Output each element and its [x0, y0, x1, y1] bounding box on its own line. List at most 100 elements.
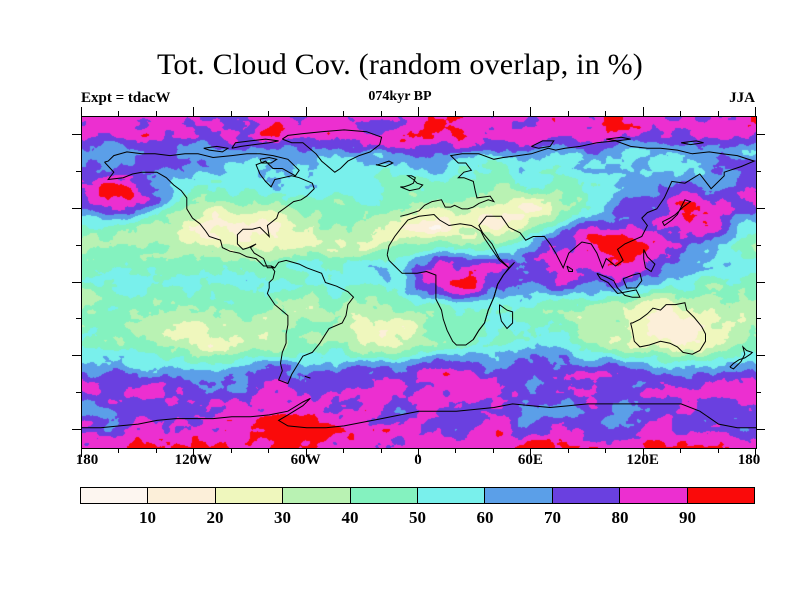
x-tick — [642, 107, 644, 116]
colorbar-tick-label: 20 — [206, 508, 224, 527]
x-tick — [567, 111, 569, 116]
colorbar-band-7 — [552, 488, 621, 503]
x-tick — [492, 448, 494, 453]
colorbar-band-4 — [350, 488, 419, 503]
y-tick — [756, 355, 765, 357]
x-tick — [492, 111, 494, 116]
y-tick — [76, 391, 81, 393]
x-axis-label: 120W — [174, 452, 213, 468]
x-tick — [193, 107, 195, 116]
x-tick — [530, 107, 532, 116]
x-tick — [268, 111, 270, 116]
colorbar-tick-label: 70 — [544, 508, 561, 527]
x-tick — [680, 448, 682, 453]
coastline-path — [729, 345, 754, 370]
coastline-path — [499, 304, 514, 330]
coastline-path — [661, 199, 692, 227]
x-tick — [268, 448, 270, 453]
y-tick — [756, 244, 761, 246]
x-tick — [530, 448, 532, 457]
x-axis-label: 120E — [626, 452, 659, 468]
x-tick — [455, 111, 457, 116]
x-tick — [118, 111, 120, 116]
x-tick — [155, 111, 157, 116]
y-tick — [756, 281, 765, 283]
coastline-path — [266, 259, 355, 385]
x-tick — [230, 448, 232, 453]
x-tick — [642, 448, 644, 457]
x-tick — [455, 448, 457, 453]
x-tick — [567, 448, 569, 453]
x-tick — [717, 111, 719, 116]
colorbar-band-3 — [283, 488, 351, 503]
x-tick — [605, 111, 607, 116]
colorbar-band-8 — [620, 488, 688, 503]
coastline-path — [259, 156, 278, 164]
y-tick — [756, 207, 765, 209]
colorbar-tick-label: 60 — [476, 508, 494, 527]
coastline-path — [596, 272, 641, 298]
x-tick — [343, 111, 345, 116]
coastline-path — [400, 175, 424, 192]
x-tick — [81, 107, 82, 116]
y-tick — [76, 318, 81, 320]
colorbar — [80, 487, 755, 504]
y-tick — [72, 134, 81, 136]
x-tick — [305, 448, 307, 457]
coastline-path — [566, 265, 573, 272]
coastline-path — [104, 151, 315, 269]
y-tick — [76, 244, 81, 246]
x-tick — [755, 107, 756, 116]
y-tick — [756, 171, 761, 173]
x-tick — [343, 448, 345, 453]
colorbar-tick-label: 10 — [139, 508, 156, 527]
cloud-cover-field — [82, 117, 756, 448]
coastline-path — [282, 129, 383, 173]
colorbar-band-9 — [687, 488, 755, 503]
coastline-path — [386, 213, 515, 346]
x-tick — [230, 111, 232, 116]
colorbar-band-1 — [148, 488, 216, 503]
coastline-path — [304, 375, 311, 379]
map-plot-area — [81, 116, 757, 449]
coastline-path — [203, 145, 230, 153]
coastline-path — [606, 136, 631, 142]
x-tick — [81, 448, 82, 457]
x-tick — [680, 111, 682, 116]
x-axis-label: 0 — [414, 452, 422, 468]
x-axis-label: 60W — [290, 452, 321, 468]
x-tick — [380, 111, 382, 116]
colorbar-band-0 — [81, 488, 149, 503]
experiment-label: Expt = tdacW — [81, 90, 171, 106]
x-tick — [717, 448, 719, 453]
x-tick — [418, 448, 419, 457]
colorbar-tick-label: 90 — [679, 508, 696, 527]
coastline-path — [622, 272, 643, 289]
coastline-path — [400, 140, 756, 340]
y-tick — [756, 134, 765, 136]
season-label: JJA — [729, 90, 755, 106]
period-label: 074kyr BP — [368, 89, 432, 104]
x-tick — [605, 448, 607, 453]
x-axis-label: 180 — [737, 452, 761, 468]
x-tick — [755, 448, 756, 457]
y-tick — [756, 391, 761, 393]
x-tick — [305, 107, 307, 116]
x-tick — [155, 448, 157, 453]
colorbar-tick-label: 50 — [409, 508, 426, 527]
colorbar-band-6 — [485, 488, 553, 503]
colorbar-tick-label: 40 — [341, 508, 359, 527]
y-tick — [756, 318, 761, 320]
x-tick — [418, 107, 419, 116]
chart-title: Tot. Cloud Cov. (random overlap, in %) — [157, 48, 643, 81]
y-tick — [72, 207, 81, 209]
coastline-path — [643, 249, 656, 273]
coastline-path — [82, 397, 756, 429]
colorbar-band-2 — [215, 488, 284, 503]
x-tick — [380, 448, 382, 453]
y-tick — [756, 428, 765, 430]
coastline-path — [531, 140, 555, 149]
x-tick — [118, 448, 120, 453]
colorbar-band-5 — [418, 488, 486, 503]
